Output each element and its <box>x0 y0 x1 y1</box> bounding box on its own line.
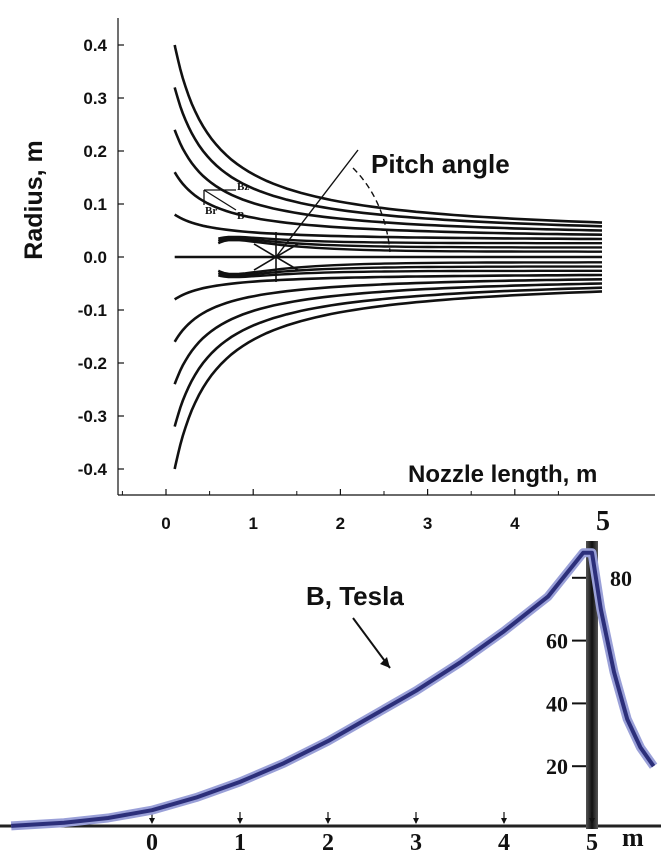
bottom-y-tick-label: 20 <box>546 754 568 779</box>
field-line <box>173 213 603 241</box>
top-y-tick-label: 0.4 <box>83 36 107 55</box>
b-vector-diagram <box>203 189 237 211</box>
bottom-x-tick-label: 4 <box>498 830 510 850</box>
bottom-x-tick-label: 2 <box>322 830 334 850</box>
top-y-tick-label: -0.2 <box>78 354 107 373</box>
field-line <box>173 129 603 232</box>
top-y-ticks: 0.4 0.3 0.2 0.1 0.0 -0.1 -0.2 -0.3 -0.4 <box>78 36 124 479</box>
top-y-tick-label: 0.0 <box>83 248 107 267</box>
b-tesla-pointer <box>352 617 391 669</box>
pitch-angle-label: Pitch angle <box>371 149 510 179</box>
field-lines-chart: 0.4 0.3 0.2 0.1 0.0 -0.1 -0.2 -0.3 -0.4 0 1 2 3 4 Ra… <box>20 18 655 533</box>
bottom-x-tick-arrow <box>589 818 595 824</box>
top-y-tick-label: -0.4 <box>78 460 108 479</box>
top-y-tick-label: 0.1 <box>83 195 107 214</box>
field-line-series <box>173 44 603 470</box>
b-tesla-pointer-head <box>380 657 390 668</box>
bottom-y-tick-label: 40 <box>546 691 568 716</box>
bottom-x-tick-arrow <box>149 818 155 824</box>
top-y-axis-label: Radius, m <box>20 140 48 259</box>
top-right-label: 5 <box>596 506 610 537</box>
bottom-x-ticks: 0 1 2 3 4 5 <box>146 812 598 850</box>
field-line <box>217 265 602 277</box>
bottom-y-tick-label: 80 <box>610 566 632 591</box>
bottom-x-tick-arrow <box>501 818 507 824</box>
field-line <box>173 278 603 343</box>
top-x-tick-label: 4 <box>510 514 520 533</box>
field-line <box>217 261 602 276</box>
top-y-tick-label: 0.3 <box>83 89 107 108</box>
bz-label: Bz <box>237 181 249 193</box>
top-x-tick-label: 3 <box>423 514 432 533</box>
bottom-y-axis <box>586 541 598 829</box>
top-y-tick-label: -0.3 <box>78 407 107 426</box>
br-label: Br <box>205 205 217 217</box>
field-line <box>217 235 602 245</box>
star-marker <box>253 232 299 282</box>
bottom-x-tick-label: 0 <box>146 830 158 850</box>
b-tesla-label: B, Tesla <box>306 581 404 611</box>
b-field-series <box>10 548 658 831</box>
top-x-tick-label: 0 <box>161 514 170 533</box>
bottom-x-tick-arrow <box>325 818 331 824</box>
field-line <box>173 171 603 236</box>
b-label: B <box>237 210 245 222</box>
bottom-y-ticks: 20 40 60 80 <box>546 566 632 779</box>
bottom-x-tick-label: 5 <box>586 830 598 850</box>
pitch-angle-arc <box>352 167 391 253</box>
field-line <box>173 282 603 385</box>
field-line <box>217 238 602 253</box>
bottom-x-tick-arrow <box>413 818 419 824</box>
top-y-tick-label: 0.2 <box>83 142 107 161</box>
field-line <box>217 237 602 249</box>
field-line <box>173 286 603 427</box>
b-field-curve <box>11 550 656 828</box>
top-x-axis-label: Nozzle length, m <box>408 461 597 488</box>
bottom-x-tick-label: 1 <box>234 830 246 850</box>
field-line <box>217 269 602 279</box>
field-line <box>173 290 603 470</box>
pitch-angle-line <box>275 149 359 258</box>
bottom-x-tick-label: 3 <box>410 830 422 850</box>
top-x-ticks: 0 1 2 3 4 <box>121 489 559 533</box>
bottom-y-tick-label: 60 <box>546 629 568 654</box>
top-y-tick-label: -0.1 <box>78 301 107 320</box>
field-line <box>173 273 603 301</box>
top-x-tick-label: 1 <box>248 514 257 533</box>
bottom-x-tick-arrow <box>237 818 243 824</box>
top-x-tick-label: 2 <box>336 514 345 533</box>
field-line <box>173 44 603 224</box>
x-unit-label: m <box>622 823 644 850</box>
